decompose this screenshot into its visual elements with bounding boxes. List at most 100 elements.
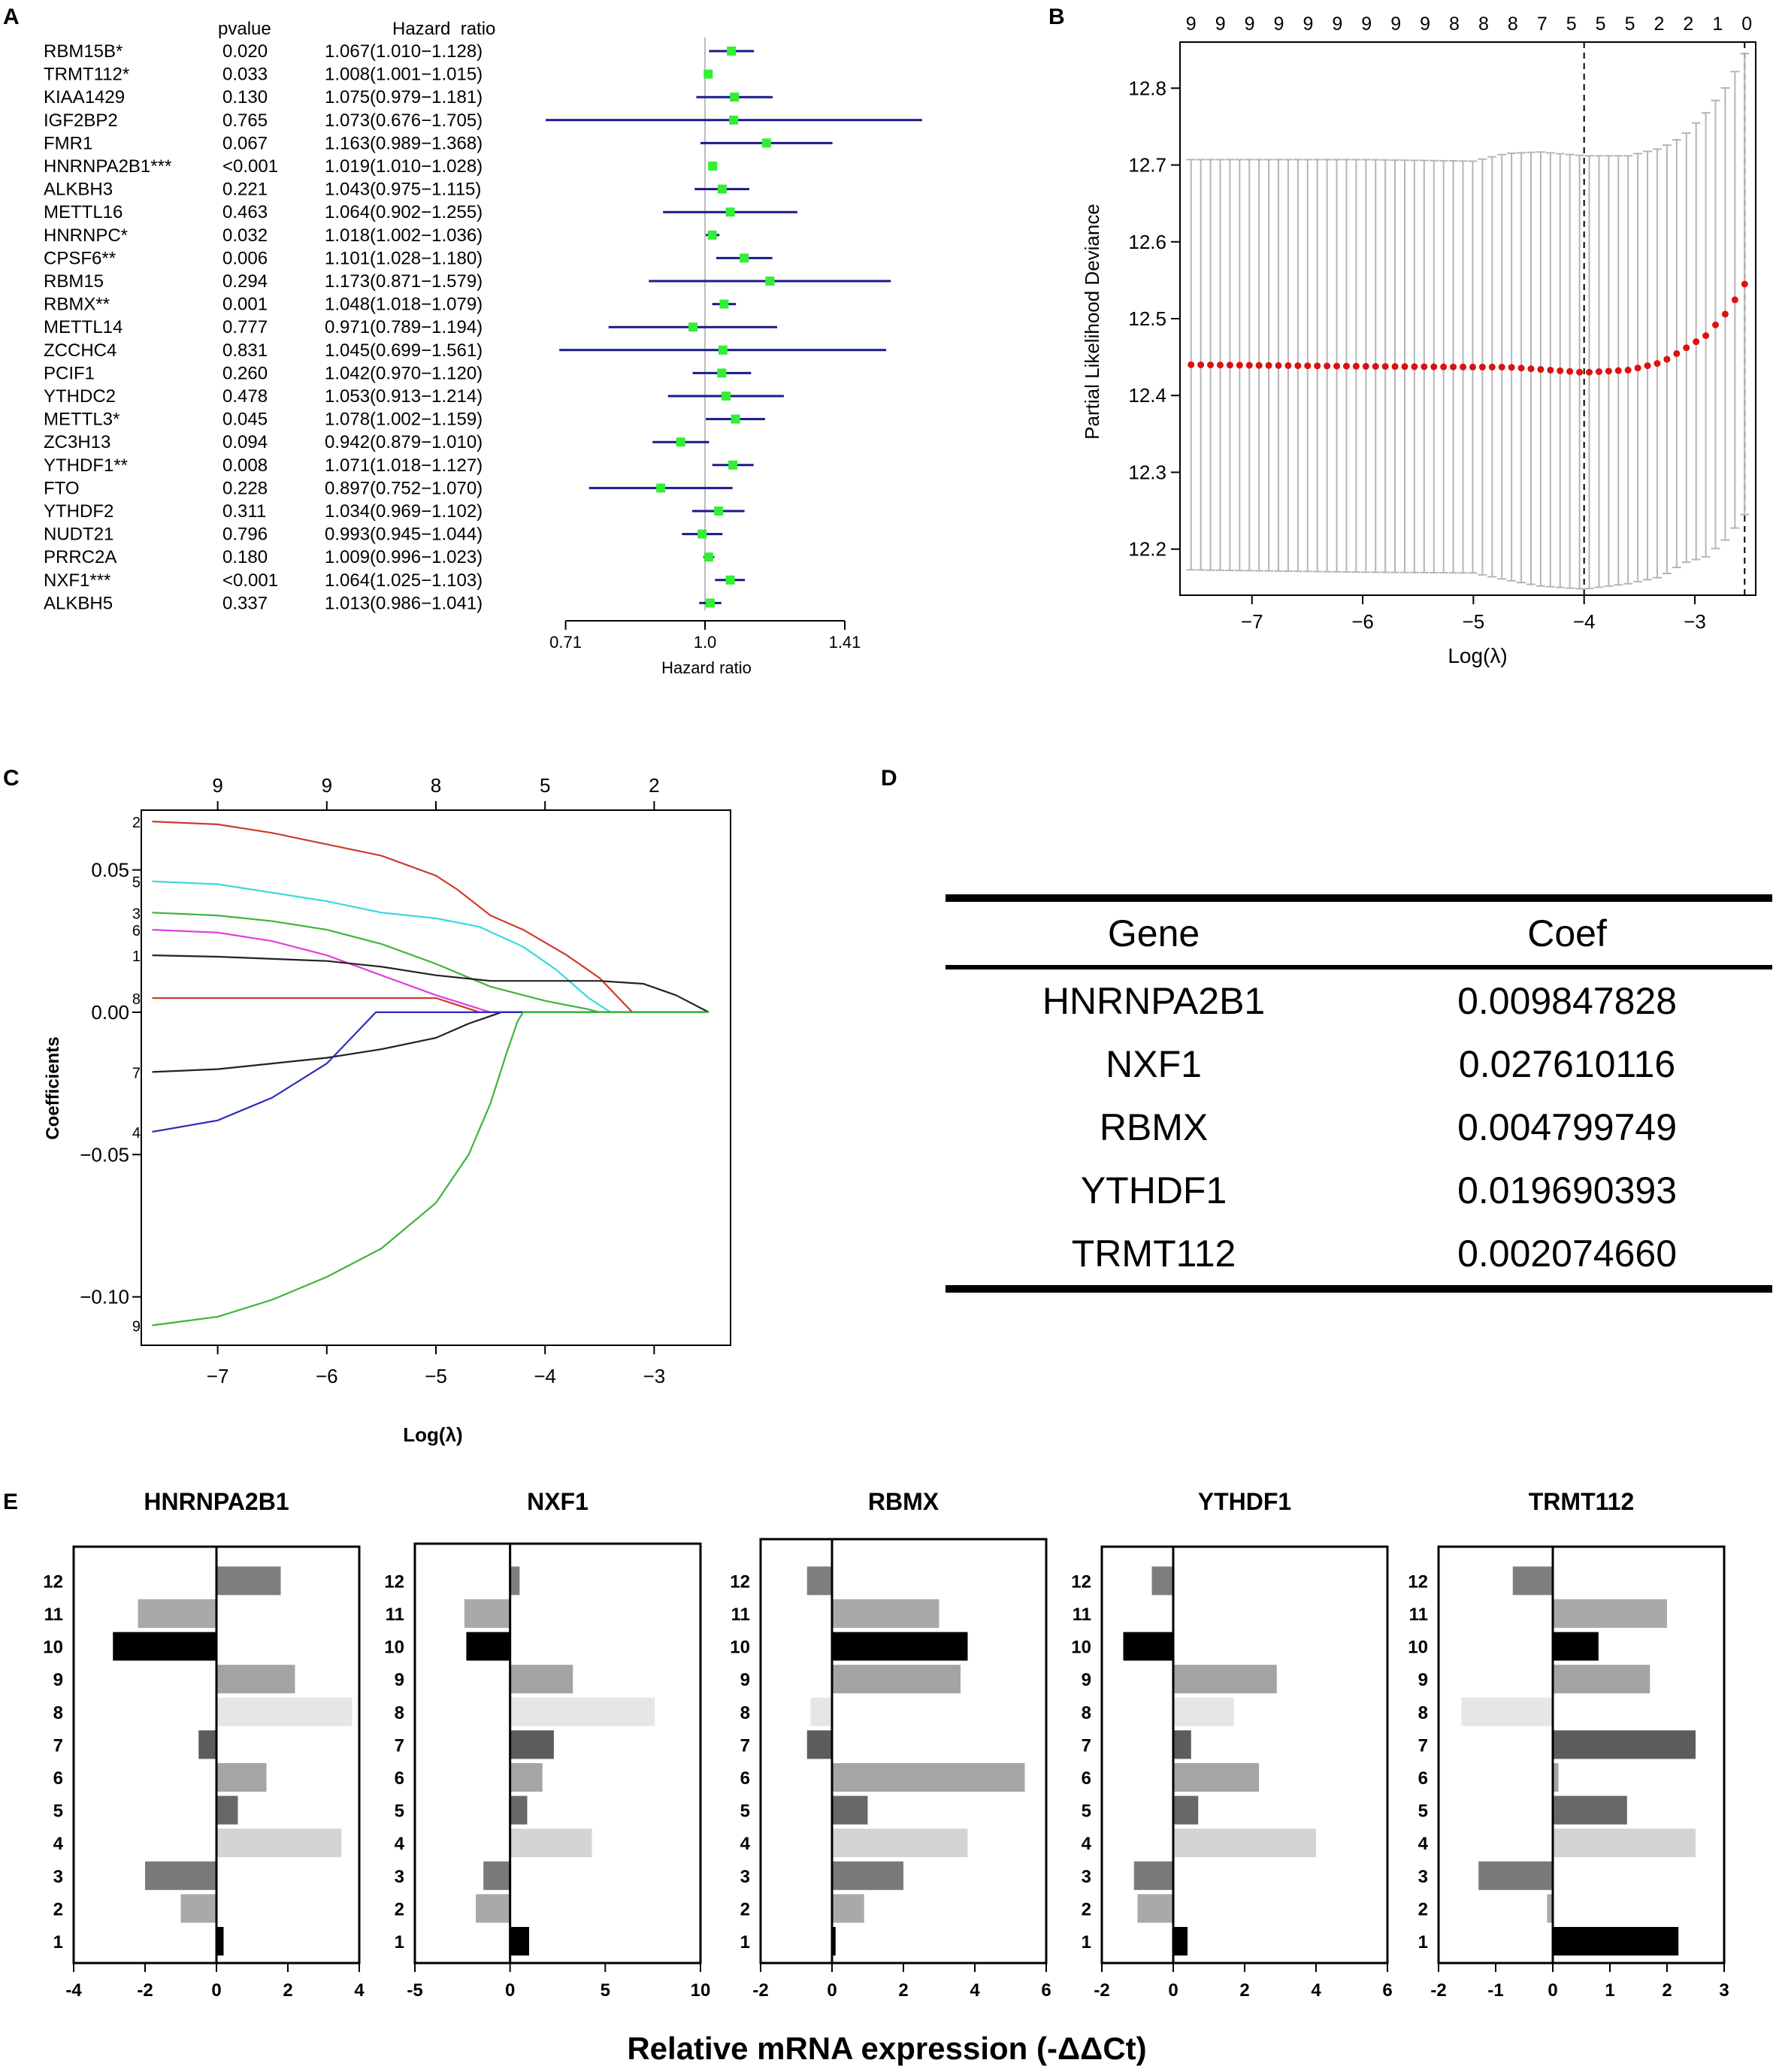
gene-label: RBM15B*: [44, 41, 123, 62]
cv-point: [1683, 344, 1690, 352]
bar-xtick-label: 5: [601, 1980, 610, 2001]
expression-bar: [216, 1795, 238, 1825]
expression-bar: [806, 1566, 832, 1596]
coef-ylabel: Coefficients: [43, 1036, 63, 1139]
expression-bar: [216, 1566, 281, 1596]
bar-category-label: 7: [1082, 1735, 1091, 1756]
bar-category-label: 7: [740, 1735, 750, 1756]
expression-bar: [1478, 1861, 1553, 1890]
bar-category-label: 10: [43, 1638, 63, 1658]
cv-point: [1275, 361, 1282, 369]
hr-marker: [703, 69, 713, 79]
bar-xtick-label: 2: [1662, 1980, 1672, 2001]
expression-bar: [198, 1730, 216, 1759]
coef-path-label: 8: [132, 991, 141, 1008]
panel-letter-c: C: [3, 766, 20, 791]
expression-bar: [1461, 1697, 1553, 1726]
pvalue-label: 0.006: [222, 248, 268, 268]
gene-cell: RBMX: [1099, 1106, 1209, 1148]
bar-category-label: 11: [386, 1605, 404, 1625]
cv-xtick-label: −4: [1573, 610, 1596, 633]
expression-bar: [832, 1632, 968, 1661]
coef-cell: 0.019690393: [1457, 1169, 1678, 1211]
expression-xlabel: Relative mRNA expression (-ΔΔCt): [627, 2031, 1146, 2066]
cv-top-count: 9: [1186, 14, 1197, 35]
coef-top-label: 5: [540, 774, 550, 797]
coef-path: [152, 821, 709, 1013]
forest-xlabel: Hazard ratio: [661, 658, 752, 677]
cv-point: [1557, 367, 1564, 374]
hr-label: 1.064(0.902−1.255): [325, 202, 483, 222]
hr-label: 0.897(0.752−1.070): [325, 478, 483, 498]
gene-cell: TRMT112: [945, 1222, 1363, 1293]
bar-category-label: 9: [1082, 1670, 1091, 1690]
hr-label: 1.045(0.699−1.561): [325, 340, 483, 361]
bar-category-label: 12: [384, 1571, 404, 1592]
hr-marker: [725, 207, 735, 217]
cv-top-count: 8: [1449, 14, 1460, 35]
cv-point: [1294, 362, 1302, 370]
bar-category-label: 2: [1418, 1899, 1428, 1919]
expression-bar: [832, 1829, 968, 1858]
expression-bar: [216, 1763, 267, 1792]
bar-category-label: 9: [53, 1670, 63, 1690]
expression-bar: [510, 1665, 573, 1694]
expression-bar: [832, 1927, 836, 1956]
hr-marker: [729, 115, 739, 125]
forest-tick-label: 1.0: [694, 633, 717, 652]
cv-point: [1362, 362, 1369, 370]
hr-label: 1.073(0.676−1.705): [325, 110, 483, 131]
expression-bar: [216, 1927, 224, 1956]
cv-point: [1342, 362, 1350, 370]
bar-xtick-label: 2: [1239, 1980, 1249, 2001]
bar-xtick-label: 10: [691, 1980, 711, 2001]
hr-marker: [730, 92, 740, 102]
bar-category-label: 1: [395, 1932, 404, 1953]
gene-cell: YTHDF1: [1080, 1169, 1227, 1211]
hr-label: 1.043(0.975−1.115): [325, 180, 481, 200]
table-header-gene: Gene: [945, 894, 1363, 969]
cv-point: [1498, 363, 1505, 371]
gene-label: IGF2BP2: [44, 110, 118, 131]
cv-point: [1401, 363, 1408, 371]
coef-path-label: 2: [132, 815, 141, 831]
bar-category-label: 2: [53, 1899, 63, 1919]
pvalue-label: 0.765: [222, 110, 268, 131]
bar-category-label: 1: [740, 1932, 750, 1953]
cv-top-count: 2: [1654, 14, 1665, 35]
coef-path: [152, 1011, 709, 1073]
cv-top-count: 9: [1303, 14, 1313, 35]
bar-category-label: 6: [395, 1768, 404, 1789]
coef-path-label: 3: [132, 906, 141, 922]
gene-label: HNRNPA2B1***: [44, 156, 171, 177]
expression-bar: [510, 1927, 529, 1956]
expression-bar: [1173, 1795, 1199, 1825]
table-header-coef: Coef: [1362, 894, 1772, 969]
cv-point: [1430, 363, 1438, 371]
pvalue-label: 0.094: [222, 432, 268, 452]
expression-bar: [832, 1599, 939, 1628]
cv-point: [1207, 361, 1215, 369]
cv-top-count: 9: [1245, 14, 1255, 35]
expression-bar: [510, 1763, 543, 1792]
coef-xtick-label: −7: [207, 1365, 229, 1387]
gene-label: CPSF6**: [44, 248, 116, 268]
bar-category-label: 4: [1418, 1834, 1429, 1854]
gene-label: METTL3*: [44, 410, 120, 430]
hr-label: 1.019(1.010−1.028): [325, 156, 483, 177]
pvalue-label: 0.001: [222, 295, 268, 315]
gene-label: FTO: [44, 478, 80, 498]
cv-point: [1537, 366, 1545, 374]
expression-bar: [1123, 1632, 1173, 1661]
coef-path-label: 4: [132, 1125, 141, 1142]
pvalue-label: 0.180: [222, 547, 268, 567]
gene-label: YTHDC2: [44, 386, 116, 407]
expression-bar: [180, 1894, 216, 1923]
hr-label: 1.018(1.002−1.036): [325, 225, 483, 246]
expression-bar: [1553, 1927, 1679, 1956]
bar-category-label: 3: [53, 1867, 63, 1887]
bar-panel-title: TRMT112: [1529, 1488, 1634, 1515]
hr-label: 1.163(0.989−1.368): [325, 133, 483, 153]
gene-label: FMR1: [44, 133, 92, 153]
hr-marker: [656, 483, 666, 493]
